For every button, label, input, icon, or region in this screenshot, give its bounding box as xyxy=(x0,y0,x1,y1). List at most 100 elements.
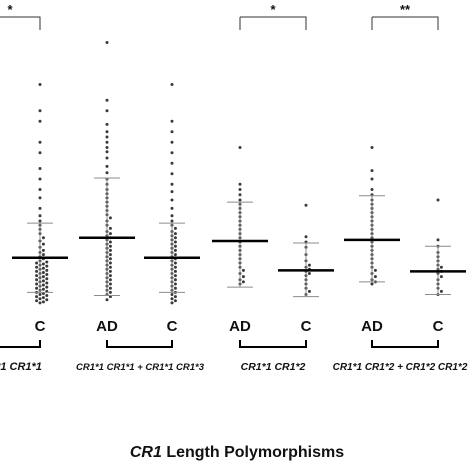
data-point xyxy=(241,280,245,284)
data-point xyxy=(173,240,177,244)
data-point xyxy=(38,196,42,200)
data-point xyxy=(105,135,109,139)
data-point xyxy=(45,268,49,272)
data-point xyxy=(41,242,45,246)
data-point xyxy=(173,253,177,257)
data-point xyxy=(45,277,49,281)
data-point xyxy=(35,274,39,278)
data-point xyxy=(170,172,174,176)
data-point xyxy=(35,278,39,282)
data-point xyxy=(35,269,39,273)
group-labels: CR1*1 CR1*1 CR1*1 CR1*1 + CR1*1 CR1*3 CR1*… xyxy=(0,340,468,373)
data-point xyxy=(108,282,112,286)
data-point xyxy=(173,265,177,269)
data-point xyxy=(41,248,45,252)
x-tick-label: C xyxy=(301,318,312,335)
data-point xyxy=(108,278,112,282)
data-point xyxy=(304,235,308,239)
data-point xyxy=(38,151,42,155)
group-bracket xyxy=(371,340,439,348)
data-point xyxy=(45,264,49,268)
group-label: CR1*1 CR1*1 + CR1*1 CR1*3 xyxy=(76,362,205,373)
data-point xyxy=(41,270,45,274)
data-point xyxy=(38,293,42,296)
data-point xyxy=(108,244,112,248)
data-point xyxy=(41,262,45,266)
significance-brackets: * * ** xyxy=(0,2,439,30)
data-point xyxy=(41,253,45,257)
data-point xyxy=(173,248,177,252)
data-point xyxy=(108,269,112,273)
data-point xyxy=(105,164,109,168)
data-point xyxy=(41,275,45,279)
data-point xyxy=(38,301,42,305)
data-point xyxy=(38,206,42,210)
significance-label: * xyxy=(7,2,13,17)
data-point xyxy=(307,263,311,267)
data-point xyxy=(105,146,109,149)
data-point xyxy=(439,265,443,269)
data-points xyxy=(35,41,443,305)
data-point xyxy=(38,140,42,144)
data-point xyxy=(439,289,443,293)
significance-label: ** xyxy=(400,2,411,17)
group-label: CR1*1 CR1*2 xyxy=(241,361,306,373)
data-point xyxy=(170,119,174,123)
data-point xyxy=(41,287,45,291)
data-point xyxy=(173,226,177,230)
data-point xyxy=(173,282,177,286)
data-point xyxy=(41,296,45,300)
data-point xyxy=(238,198,242,202)
group-label: CR1*1 CR1*2 + CR1*2 CR1*2 xyxy=(333,362,468,373)
data-point xyxy=(170,190,174,194)
data-point xyxy=(170,301,174,305)
data-point xyxy=(173,299,177,303)
data-point xyxy=(38,109,42,113)
data-point xyxy=(173,244,177,248)
data-point xyxy=(38,167,42,170)
data-point xyxy=(170,214,174,218)
data-point xyxy=(105,41,109,44)
data-point xyxy=(170,83,174,86)
data-point xyxy=(170,297,174,301)
data-point xyxy=(108,286,112,290)
data-point xyxy=(35,282,39,286)
data-point xyxy=(105,150,109,154)
data-point xyxy=(370,188,374,191)
data-point xyxy=(45,294,49,298)
data-point xyxy=(108,274,112,278)
data-point xyxy=(436,238,440,242)
data-point xyxy=(41,283,45,287)
data-point xyxy=(370,146,374,149)
data-point xyxy=(105,122,109,126)
data-point xyxy=(307,272,311,275)
data-point xyxy=(238,193,242,197)
data-point xyxy=(41,266,45,270)
data-point xyxy=(108,240,112,244)
data-point xyxy=(173,278,177,282)
data-point xyxy=(45,281,49,285)
x-tick-label: C xyxy=(167,318,178,335)
data-point xyxy=(108,261,112,265)
data-point xyxy=(170,293,174,296)
data-point xyxy=(307,289,311,293)
data-point xyxy=(108,290,112,294)
data-point xyxy=(35,261,39,265)
x-tick-labels: C AD C AD C AD C xyxy=(35,318,444,335)
data-point xyxy=(304,203,308,207)
data-point xyxy=(105,298,109,302)
data-point xyxy=(45,298,49,302)
data-point xyxy=(108,257,112,261)
data-point xyxy=(38,119,42,123)
data-point xyxy=(108,226,112,230)
data-point xyxy=(41,236,45,240)
data-point xyxy=(105,98,109,102)
data-point xyxy=(38,219,42,223)
data-point xyxy=(173,261,177,265)
data-point xyxy=(173,286,177,290)
data-point xyxy=(108,216,112,220)
group-bracket xyxy=(0,340,41,348)
data-point xyxy=(173,269,177,273)
data-point xyxy=(373,268,377,272)
